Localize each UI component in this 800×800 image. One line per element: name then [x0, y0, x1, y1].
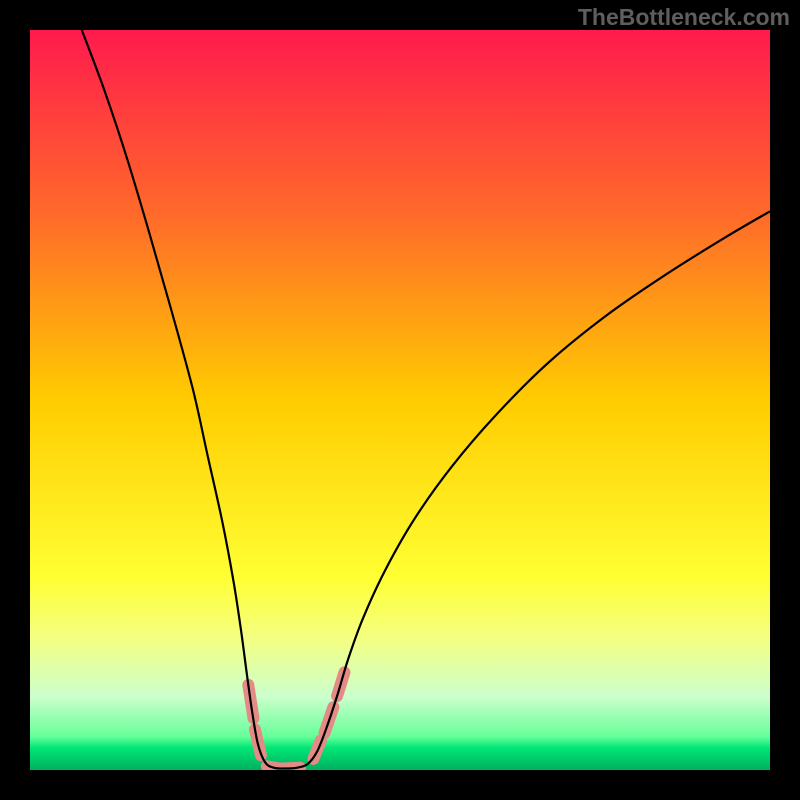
attribution-label: TheBottleneck.com: [578, 4, 790, 31]
plot-area: [30, 30, 770, 770]
gradient-background: [30, 30, 770, 770]
bottleneck-curve-chart: [30, 30, 770, 770]
chart-container: TheBottleneck.com: [0, 0, 800, 800]
